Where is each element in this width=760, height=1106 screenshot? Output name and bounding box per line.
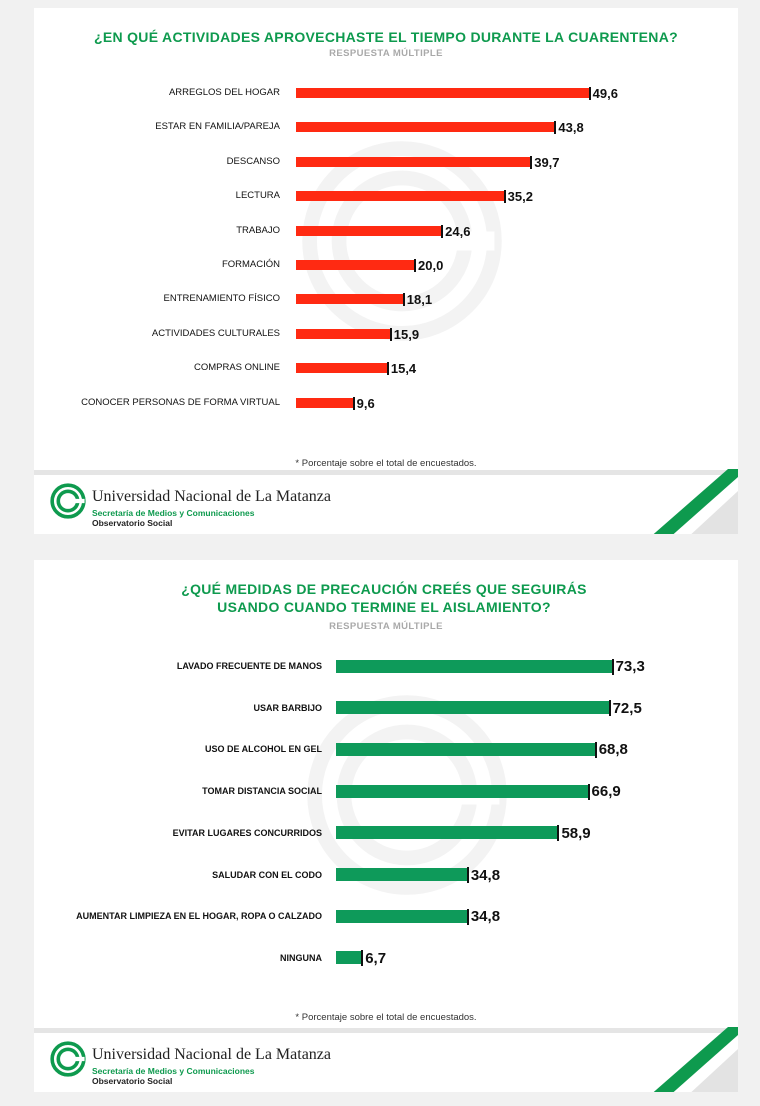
bar-end-tick <box>594 741 597 758</box>
unlam-logo-icon <box>50 1041 86 1077</box>
bar-end-tick <box>557 825 560 842</box>
chart-footnote: * Porcentaje sobre el total de encuestad… <box>295 458 477 469</box>
precautions-chart-slide: ¿QUÉ MEDIDAS DE PRECAUCIÓN CREÉS QUE SEG… <box>34 560 738 1092</box>
bar-end-tick <box>503 190 506 204</box>
bar-end-tick <box>608 700 611 717</box>
category-label: ARREGLOS DEL HOGAR <box>168 87 280 98</box>
value-label: 15,4 <box>390 361 417 377</box>
bar-end-tick <box>389 327 392 341</box>
value-label: 20,0 <box>418 258 444 273</box>
category-label: ESTAR EN FAMILIA/PAREJA <box>155 121 280 133</box>
value-label: 66,9 <box>591 783 621 801</box>
bar <box>336 909 467 923</box>
bar <box>296 363 387 374</box>
value-label: 34,8 <box>470 908 501 926</box>
unlam-watermark-icon <box>302 141 502 341</box>
bar <box>296 397 353 408</box>
chart-footnote: * Porcentaje sobre el total de encuestad… <box>295 1012 477 1023</box>
bar <box>336 784 588 798</box>
category-label: ACTIVIDADES CULTURALES <box>151 327 280 339</box>
bar <box>296 328 390 339</box>
value-label: 49,6 <box>592 86 618 101</box>
category-label: ENTRENAMIENTO FÍSICO <box>163 293 280 305</box>
bar <box>296 260 414 270</box>
bar-end-tick <box>402 293 405 307</box>
category-label: AUMENTAR LIMPIEZA EN EL HOGAR, ROPA O CA… <box>76 911 322 922</box>
category-label: FORMACIÓN <box>221 259 280 270</box>
bar-end-tick <box>530 155 533 169</box>
bar-end-tick <box>352 396 355 410</box>
bar <box>296 225 442 236</box>
bar <box>296 88 589 98</box>
value-label: 9,6 <box>356 395 375 411</box>
bar <box>336 742 595 756</box>
bar <box>296 156 531 167</box>
green-stripes-decoration <box>653 1027 738 1092</box>
university-name: Universidad Nacional de La Matanza <box>92 488 332 505</box>
value-label: 43,8 <box>558 120 584 136</box>
value-label: 68,8 <box>598 741 628 759</box>
chart-title: ¿QUÉ MEDIDAS DE PRECAUCIÓN CREÉS QUE SEG… <box>181 581 587 615</box>
observatory-name: Observatorio Social <box>92 1076 173 1086</box>
university-name: Universidad Nacional de La Matanza <box>92 1046 332 1063</box>
unlam-logo-icon <box>50 483 86 519</box>
category-label: USO DE ALCOHOL EN GEL <box>204 744 322 755</box>
value-label: 72,5 <box>612 699 642 717</box>
value-label: 35,2 <box>507 189 533 205</box>
bar <box>336 659 612 673</box>
bar-end-tick <box>466 908 469 925</box>
category-label: TRABAJO <box>236 224 280 236</box>
bar-end-tick <box>466 867 469 883</box>
chart-subtitle: RESPUESTA MÚLTIPLE <box>329 621 443 632</box>
value-label: 73,3 <box>615 658 645 675</box>
bar-end-tick <box>361 950 364 967</box>
category-label: EVITAR LUGARES CONCURRIDOS <box>172 827 322 838</box>
observatory-name: Observatorio Social <box>92 518 173 528</box>
bar <box>336 951 362 965</box>
chart-title: ¿EN QUÉ ACTIVIDADES APROVECHASTE EL TIEM… <box>94 29 678 45</box>
secretariat-name: Secretaría de Medios y Comunicaciones <box>92 1066 255 1076</box>
category-label: LAVADO FRECUENTE DE MANOS <box>176 661 322 671</box>
value-label: 58,9 <box>561 824 591 842</box>
secretariat-name: Secretaría de Medios y Comunicaciones <box>92 508 255 518</box>
chart-subtitle: RESPUESTA MÚLTIPLE <box>329 48 443 59</box>
bar <box>336 868 467 881</box>
category-label: COMPRAS ONLINE <box>193 362 280 374</box>
bar <box>336 826 558 840</box>
bar-end-tick <box>554 121 557 135</box>
bar <box>296 294 403 305</box>
activities-chart-slide: ¿EN QUÉ ACTIVIDADES APROVECHASTE EL TIEM… <box>34 8 738 534</box>
category-label: SALUDAR CON EL CODO <box>212 869 322 880</box>
category-label: LECTURA <box>235 190 280 202</box>
bar-end-tick <box>441 224 444 238</box>
green-stripes-decoration <box>653 469 738 534</box>
value-label: 39,7 <box>534 154 560 170</box>
category-label: TOMAR DISTANCIA SOCIAL <box>202 786 322 797</box>
category-label: DESCANSO <box>226 155 280 167</box>
value-label: 18,1 <box>406 292 433 308</box>
bar-end-tick <box>588 87 591 100</box>
bar <box>296 191 504 202</box>
value-label: 24,6 <box>445 223 471 239</box>
footer: Universidad Nacional de La Matanza Secre… <box>34 469 738 534</box>
value-label: 15,9 <box>393 326 420 342</box>
bar-end-tick <box>611 658 614 675</box>
category-label: NINGUNA <box>280 952 322 963</box>
bar <box>296 122 555 133</box>
bar-end-tick <box>414 259 416 272</box>
category-label: CONOCER PERSONAS DE FORMA VIRTUAL <box>81 396 280 408</box>
category-label: USAR BARBIJO <box>253 702 322 713</box>
value-label: 6,7 <box>365 949 387 967</box>
value-label: 34,8 <box>470 866 501 884</box>
bar-end-tick <box>386 362 389 376</box>
footer: Universidad Nacional de La Matanza Secre… <box>34 1027 738 1092</box>
bar-end-tick <box>587 783 590 800</box>
bar <box>336 701 609 715</box>
